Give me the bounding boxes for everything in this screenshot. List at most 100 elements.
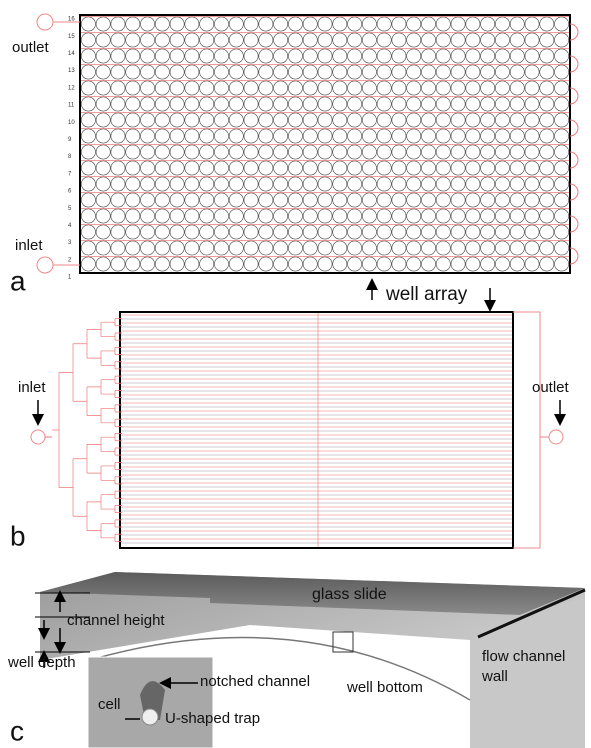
well [80, 112, 96, 128]
well [154, 64, 170, 80]
branch [108, 461, 122, 470]
well [347, 48, 362, 64]
well [95, 112, 111, 128]
well [450, 32, 466, 48]
well [495, 32, 510, 48]
well [273, 64, 289, 80]
well [406, 192, 422, 208]
panel-label: c [10, 715, 24, 746]
well [125, 96, 141, 112]
well [95, 160, 111, 176]
well [347, 112, 362, 128]
well [347, 224, 362, 240]
well [228, 64, 244, 80]
branch [108, 519, 122, 528]
well [524, 256, 540, 272]
well [495, 224, 510, 240]
well [391, 208, 407, 224]
well [465, 16, 481, 32]
well-array-frame [79, 14, 571, 274]
well [435, 224, 451, 240]
well [154, 208, 170, 224]
well [228, 144, 244, 160]
well [509, 96, 525, 112]
well [214, 256, 229, 272]
well [509, 144, 525, 160]
notched-channel-label: notched channel [200, 673, 310, 690]
well [214, 64, 229, 80]
well [480, 48, 496, 64]
channel-turn [569, 87, 579, 105]
well [258, 240, 274, 256]
well [554, 64, 570, 80]
well [332, 128, 348, 144]
well [199, 96, 215, 112]
well [258, 256, 274, 272]
well [80, 144, 96, 160]
well [199, 256, 215, 272]
well [361, 224, 377, 240]
branch [108, 332, 122, 341]
well [228, 192, 244, 208]
well [317, 208, 333, 224]
well [169, 112, 185, 128]
branch [108, 404, 122, 413]
cell-label: cell [98, 696, 121, 713]
well [302, 112, 318, 128]
well [154, 80, 170, 96]
row-number: 12 [68, 85, 75, 91]
well-array-frame [119, 311, 514, 549]
well [80, 128, 96, 144]
well [539, 192, 555, 208]
well [406, 96, 422, 112]
well [332, 176, 348, 192]
well [495, 48, 510, 64]
well [361, 208, 377, 224]
well [110, 256, 126, 272]
well [524, 48, 540, 64]
well [140, 144, 155, 160]
well [376, 128, 392, 144]
well [184, 112, 200, 128]
well [214, 208, 229, 224]
well [140, 176, 155, 192]
well [154, 224, 170, 240]
well [332, 208, 348, 224]
well [140, 224, 155, 240]
well [169, 240, 185, 256]
well [125, 144, 141, 160]
well [406, 48, 422, 64]
well [288, 192, 303, 208]
well [317, 240, 333, 256]
well [406, 80, 422, 96]
well [125, 224, 141, 240]
well [421, 128, 436, 144]
well [450, 144, 466, 160]
well [495, 16, 510, 32]
well [554, 16, 570, 32]
well [169, 80, 185, 96]
well [80, 256, 96, 272]
well [214, 80, 229, 96]
well [288, 176, 303, 192]
well [332, 160, 348, 176]
well [509, 208, 525, 224]
well [184, 192, 200, 208]
well [435, 48, 451, 64]
well [524, 16, 540, 32]
well [391, 240, 407, 256]
well [317, 64, 333, 80]
well [450, 112, 466, 128]
well [480, 208, 496, 224]
glass-slide-label: glass slide [312, 586, 387, 603]
well [288, 144, 303, 160]
well [524, 176, 540, 192]
well [376, 48, 392, 64]
well [288, 16, 303, 32]
well [465, 192, 481, 208]
channel-turn [569, 55, 579, 73]
well [361, 176, 377, 192]
well [228, 16, 244, 32]
well [125, 128, 141, 144]
